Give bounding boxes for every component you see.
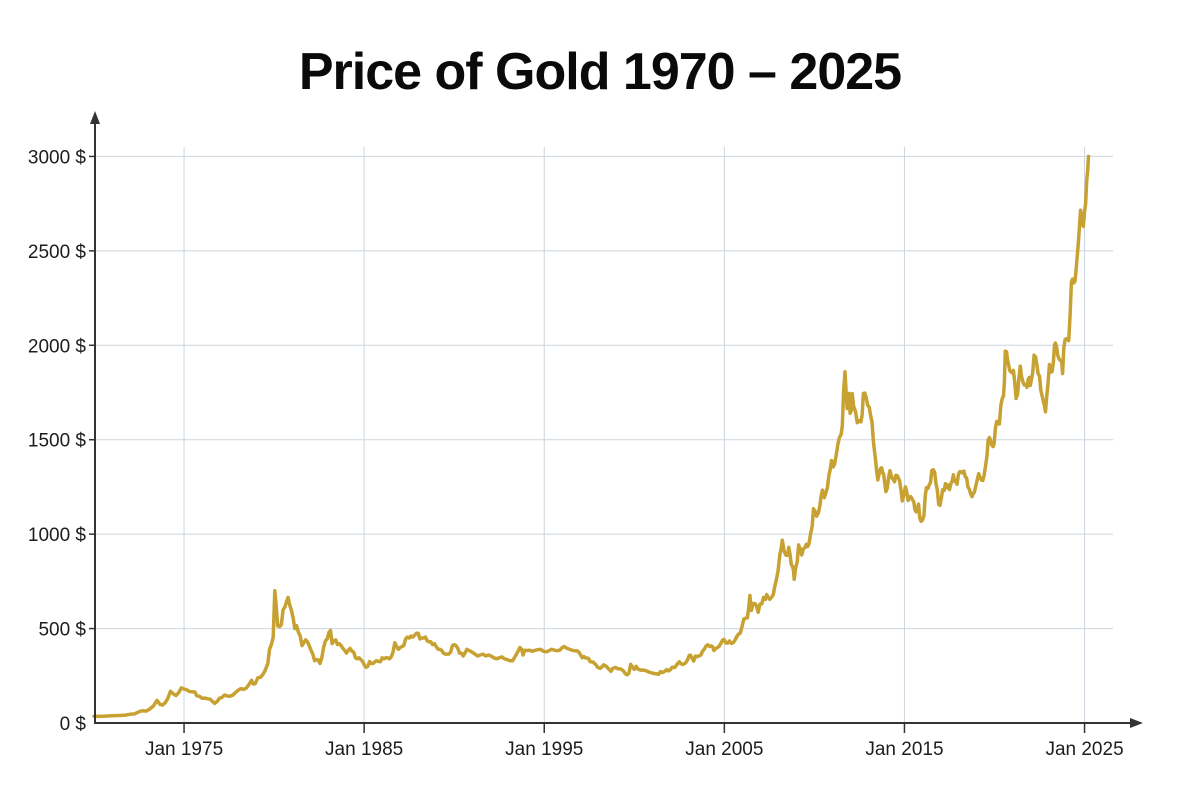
y-tick-label: 1000 $: [28, 525, 87, 546]
x-tick-label: Jan 1985: [325, 739, 403, 760]
x-tick-label: Jan 2015: [865, 739, 943, 760]
y-axis-arrow-icon: [90, 111, 100, 124]
y-tick-label: 500 $: [38, 620, 86, 641]
x-tick-label: Jan 1975: [145, 739, 223, 760]
y-tick-label: 2000 $: [28, 336, 87, 357]
y-tick-label: 2500 $: [28, 242, 87, 263]
x-tick-label: Jan 1995: [505, 739, 583, 760]
price-line: [92, 154, 1091, 719]
y-tick-label: 1500 $: [28, 431, 87, 452]
chart-title: Price of Gold 1970 – 2025: [298, 43, 902, 101]
x-axis-arrow-icon: [1130, 718, 1143, 728]
y-tick-label: 3000 $: [28, 147, 87, 168]
y-tick-label: 0 $: [60, 714, 87, 735]
x-tick-label: Jan 2005: [685, 739, 763, 760]
x-tick-label: Jan 2025: [1045, 739, 1123, 760]
